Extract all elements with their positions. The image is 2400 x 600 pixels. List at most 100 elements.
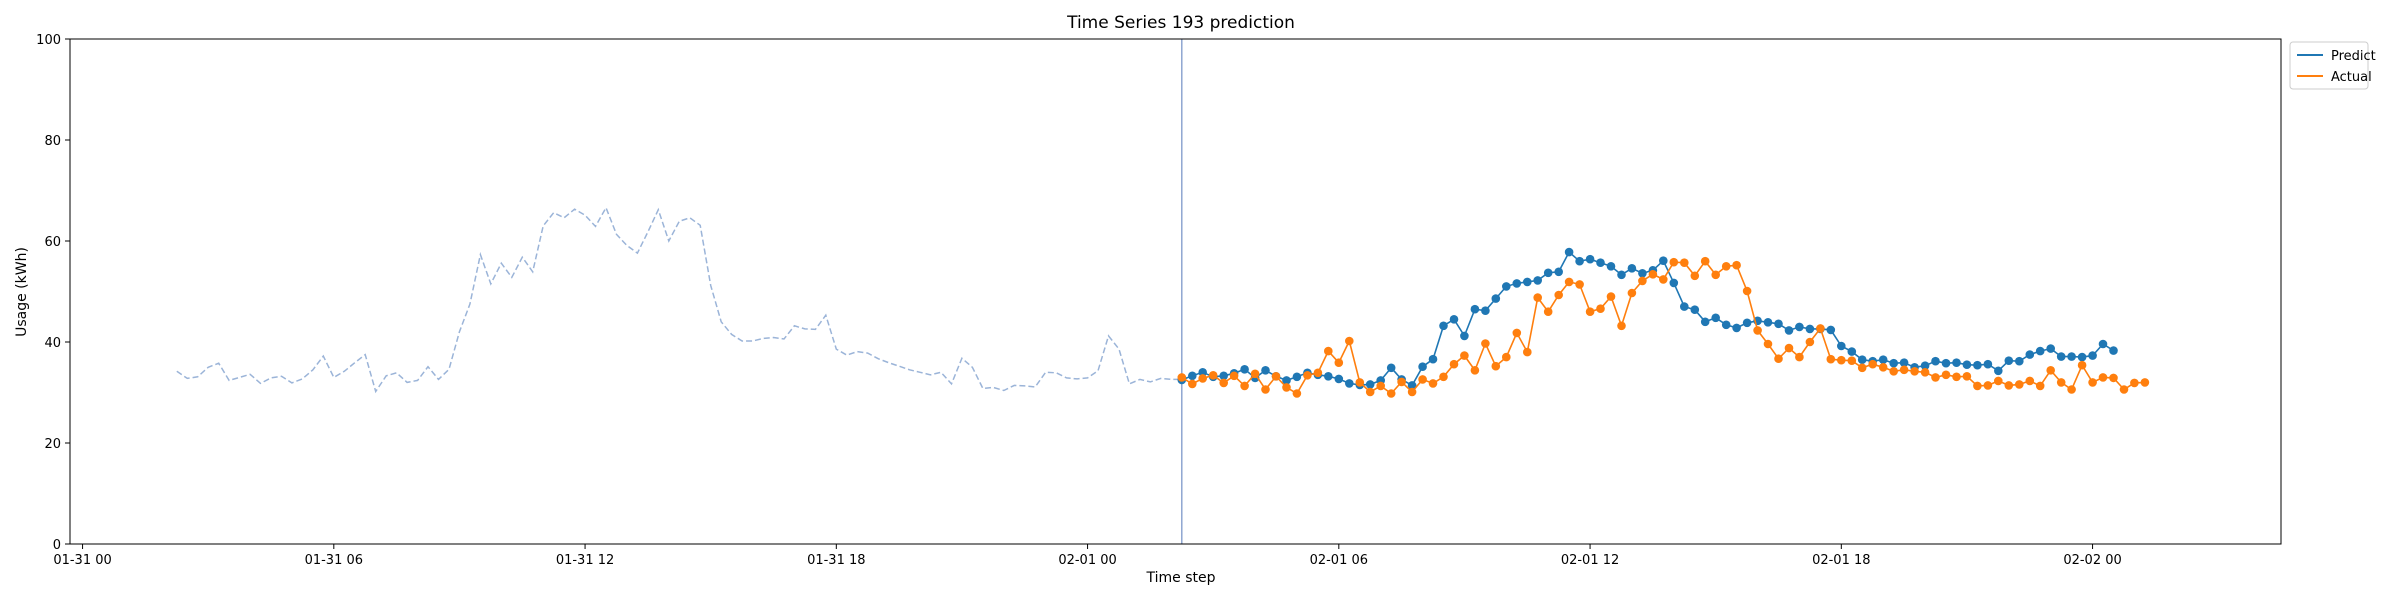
predict-point	[1763, 318, 1773, 327]
actual-point	[1774, 354, 1783, 364]
predict-point	[1774, 319, 1783, 329]
actual-point	[1533, 293, 1542, 302]
x-tick-label: 02-02 00	[2063, 553, 2121, 568]
actual-point	[1627, 288, 1637, 298]
x-tick-label: 01-31 06	[305, 553, 363, 568]
predict-point	[1742, 318, 1752, 328]
predict-point	[1481, 306, 1490, 316]
predict-point	[1837, 341, 1846, 351]
predict-point	[1784, 326, 1794, 335]
actual-point	[1439, 372, 1448, 382]
x-tick-label: 02-01 06	[1310, 553, 1368, 568]
actual-point	[2077, 360, 2087, 370]
actual-point	[1690, 271, 1700, 281]
predict-point	[1219, 371, 1228, 381]
predict-point	[1261, 366, 1270, 375]
actual-point	[1606, 292, 1616, 301]
actual-point	[1889, 367, 1898, 376]
actual-point	[2035, 381, 2045, 391]
legend: Predict Actual	[2289, 41, 2376, 90]
predict-point	[1732, 323, 1741, 333]
actual-point	[1460, 351, 1469, 360]
predict-point	[1878, 355, 1888, 365]
actual-point	[2119, 385, 2129, 394]
predict-point	[1795, 322, 1804, 332]
plot-frame	[69, 38, 2282, 545]
actual-point	[1198, 374, 1207, 383]
x-tick-label: 02-01 00	[1058, 553, 1116, 568]
actual-point	[1585, 307, 1595, 317]
actual-point	[1250, 369, 1260, 379]
predict-point	[2077, 352, 2087, 362]
predict-point	[1899, 358, 1909, 368]
actual-point	[1407, 387, 1417, 397]
predict-point	[1931, 356, 1940, 366]
actual-point	[1292, 389, 1302, 398]
actual-point	[1941, 370, 1951, 380]
predict-point	[1690, 305, 1700, 315]
predict-point	[1564, 247, 1574, 257]
predict-point	[2109, 346, 2118, 355]
predict-point	[1502, 282, 1511, 291]
predict-point	[2025, 350, 2035, 359]
actual-point	[1805, 337, 1815, 347]
predict-point	[2056, 352, 2066, 361]
actual-point	[1376, 381, 1385, 391]
actual-point	[1418, 375, 1427, 384]
predict-point	[1198, 368, 1207, 377]
actual-point	[2015, 380, 2024, 389]
predict-point	[1983, 359, 1993, 369]
actual-point	[1554, 290, 1563, 300]
y-axis: 0 20 40 60 80 100	[36, 33, 70, 553]
actual-point	[1962, 372, 1972, 381]
history-series-line	[176, 205, 1182, 394]
predict-point	[1240, 365, 1249, 374]
predict-point	[1847, 347, 1857, 356]
actual-point	[1386, 389, 1396, 398]
actual-point	[1449, 359, 1459, 369]
predict-point	[1627, 264, 1637, 273]
predict-point	[1523, 277, 1532, 287]
predict-point	[1973, 360, 1982, 370]
predict-point	[1292, 372, 1302, 382]
predict-point	[1606, 262, 1616, 271]
x-tick-label: 02-01 18	[1812, 553, 1870, 568]
actual-point	[1543, 307, 1553, 317]
actual-point	[1763, 339, 1773, 349]
predict-point	[1282, 376, 1291, 385]
actual-point	[1700, 256, 1710, 266]
actual-point	[1732, 260, 1741, 270]
actual-point	[1355, 378, 1365, 387]
actual-point	[1313, 368, 1323, 378]
actual-point	[1575, 280, 1584, 289]
actual-point	[1983, 381, 1993, 390]
predict-point	[1554, 267, 1563, 277]
actual-point	[1742, 286, 1752, 296]
predict-point	[1638, 269, 1647, 278]
predict-point	[1407, 381, 1417, 390]
predict-point	[1826, 325, 1836, 335]
predict-point	[1857, 355, 1867, 365]
actual-point	[1826, 354, 1836, 364]
actual-point	[1365, 387, 1375, 397]
actual-point	[2004, 381, 2014, 390]
predict-point	[1721, 320, 1731, 330]
actual-point	[2140, 378, 2150, 387]
actual-point	[1282, 383, 1291, 392]
predict-point	[1700, 317, 1710, 327]
legend-box	[2289, 41, 2369, 90]
actual-point	[1899, 365, 1909, 375]
predict-point	[1386, 363, 1396, 373]
predict-point	[1889, 358, 1898, 368]
actual-point	[2130, 378, 2139, 388]
predict-point	[1334, 374, 1344, 384]
actual-point	[1659, 275, 1668, 284]
y-tick-label: 20	[44, 437, 61, 452]
actual-point	[2088, 378, 2097, 387]
actual-point	[1240, 381, 1249, 391]
predict-point	[2088, 351, 2097, 360]
legend-actual-label: Actual	[2331, 70, 2372, 85]
actual-point	[1491, 361, 1501, 371]
actual-series	[1177, 256, 2150, 398]
